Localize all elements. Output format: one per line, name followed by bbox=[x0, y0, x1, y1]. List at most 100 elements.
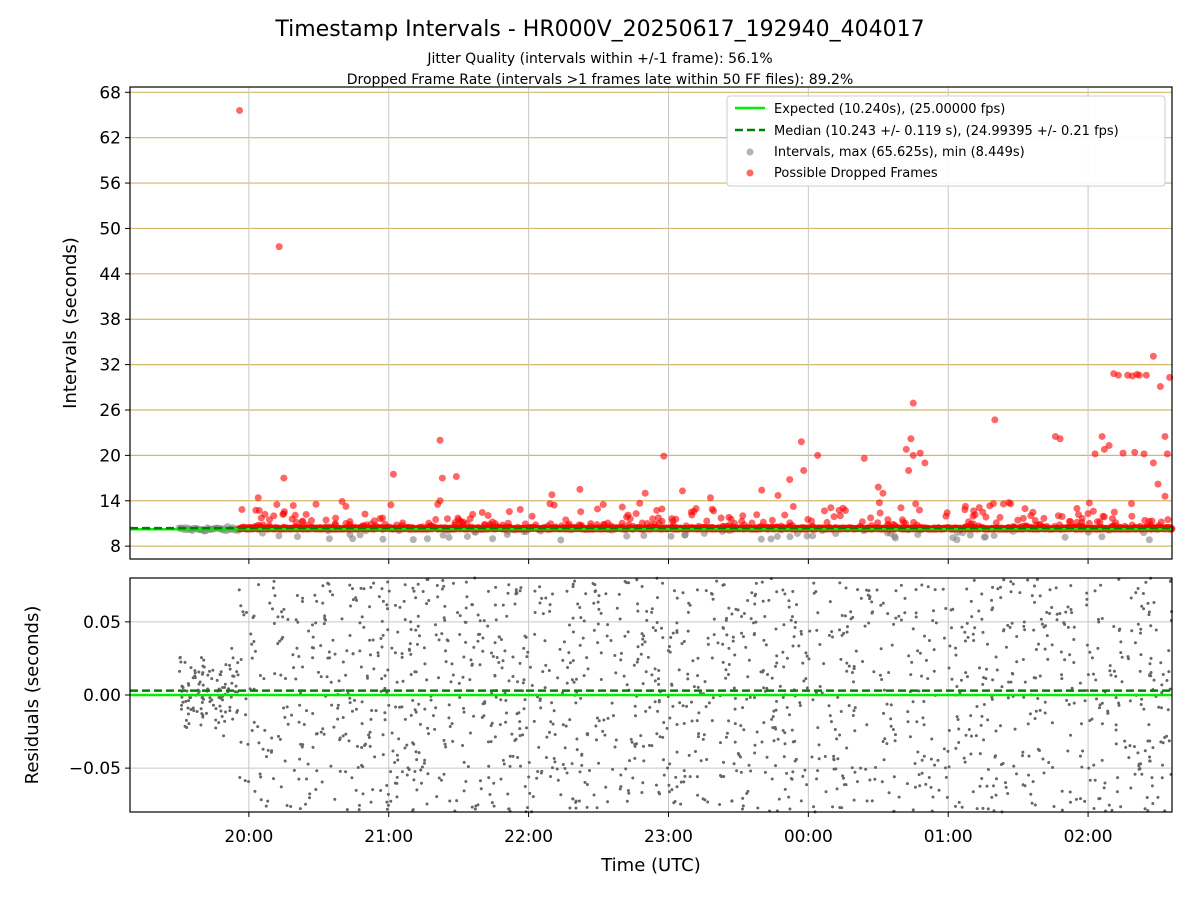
residual-point bbox=[619, 658, 623, 662]
residual-point bbox=[850, 670, 854, 674]
residual-point bbox=[204, 711, 208, 715]
residual-point bbox=[1090, 717, 1094, 721]
residual-point bbox=[447, 703, 451, 707]
residual-point bbox=[451, 673, 455, 677]
residual-point bbox=[423, 758, 427, 762]
residual-point bbox=[417, 702, 421, 706]
residual-point bbox=[278, 737, 282, 741]
residual-point bbox=[731, 639, 735, 643]
residual-point bbox=[859, 596, 863, 600]
dropped-point bbox=[823, 518, 831, 526]
residual-point bbox=[483, 701, 487, 705]
residual-point bbox=[628, 759, 632, 763]
residual-point bbox=[414, 750, 418, 754]
residual-point bbox=[219, 709, 223, 713]
residual-point bbox=[914, 611, 918, 615]
residual-point bbox=[837, 628, 841, 632]
residual-point bbox=[544, 596, 548, 600]
residual-point bbox=[291, 653, 295, 657]
residual-point bbox=[682, 769, 686, 773]
residual-point bbox=[379, 689, 383, 693]
residual-point bbox=[249, 632, 253, 636]
residual-point bbox=[487, 764, 491, 768]
top-y-tick-label: 26 bbox=[99, 401, 121, 421]
residual-point bbox=[381, 599, 385, 603]
residual-point bbox=[1023, 628, 1027, 632]
legend-intervals-label: Intervals, max (65.625s), min (8.449s) bbox=[774, 145, 1025, 160]
residual-point bbox=[425, 577, 429, 581]
residual-point bbox=[544, 755, 548, 759]
dropped-outlier-point bbox=[1100, 445, 1108, 453]
residual-point bbox=[1149, 671, 1153, 675]
residual-point bbox=[996, 587, 1000, 591]
residual-point bbox=[965, 621, 969, 625]
residual-point bbox=[570, 678, 574, 682]
residual-point bbox=[414, 710, 418, 714]
residual-point bbox=[1074, 797, 1078, 801]
residual-point bbox=[870, 611, 874, 615]
residual-point bbox=[972, 578, 976, 582]
residual-point bbox=[1002, 578, 1006, 582]
residual-point bbox=[749, 617, 753, 621]
residual-point bbox=[256, 725, 260, 729]
residual-point bbox=[1050, 643, 1054, 647]
residual-point bbox=[832, 757, 836, 761]
residual-point bbox=[489, 740, 493, 744]
residual-point bbox=[540, 596, 544, 600]
residual-point bbox=[220, 714, 224, 718]
residual-point bbox=[671, 631, 675, 635]
residual-point bbox=[1116, 776, 1120, 780]
residual-point bbox=[311, 711, 315, 715]
residual-point bbox=[276, 615, 280, 619]
residual-point bbox=[383, 718, 387, 722]
residual-point bbox=[1166, 708, 1170, 712]
residual-point bbox=[419, 781, 423, 785]
residual-point bbox=[787, 795, 791, 799]
residual-point bbox=[443, 618, 447, 622]
residual-point bbox=[781, 729, 785, 733]
residual-point bbox=[1034, 648, 1038, 652]
residual-point bbox=[1098, 706, 1102, 710]
residual-point bbox=[1107, 803, 1111, 807]
residual-point bbox=[1054, 586, 1058, 590]
residual-point bbox=[845, 630, 849, 634]
dropped-point bbox=[1085, 499, 1093, 507]
residual-point bbox=[893, 739, 897, 743]
residual-point bbox=[1134, 591, 1138, 595]
dropped-point bbox=[876, 509, 884, 517]
residual-point bbox=[462, 789, 466, 793]
residual-point bbox=[327, 582, 331, 586]
residual-point bbox=[223, 682, 227, 686]
residual-point bbox=[200, 712, 204, 716]
residual-point bbox=[986, 807, 990, 811]
residual-point bbox=[787, 605, 791, 609]
residual-point bbox=[504, 698, 508, 702]
dropped-point bbox=[546, 500, 554, 508]
residual-point bbox=[1066, 625, 1070, 629]
residual-point bbox=[1100, 758, 1104, 762]
residual-point bbox=[1092, 763, 1096, 767]
residual-point bbox=[571, 659, 575, 663]
interval-point bbox=[803, 532, 811, 540]
residual-point bbox=[486, 624, 490, 628]
residual-point bbox=[1043, 647, 1047, 651]
residual-point bbox=[730, 612, 734, 616]
dropped-point bbox=[740, 521, 748, 529]
residual-point bbox=[944, 606, 948, 610]
residual-point bbox=[930, 737, 934, 741]
residual-point bbox=[386, 580, 390, 584]
legend-median-label: Median (10.243 +/- 0.119 s), (24.99395 +… bbox=[774, 124, 1119, 139]
residual-point bbox=[753, 743, 757, 747]
residual-point bbox=[455, 799, 459, 803]
top-plot-frame bbox=[129, 86, 1173, 560]
residual-point bbox=[887, 791, 891, 795]
residual-point bbox=[661, 636, 665, 640]
residual-point bbox=[305, 777, 309, 781]
residual-point bbox=[582, 674, 586, 678]
residual-point bbox=[344, 770, 348, 774]
residual-point bbox=[511, 675, 515, 679]
residual-point bbox=[1137, 764, 1141, 768]
residual-point bbox=[416, 614, 420, 618]
residual-point bbox=[905, 782, 909, 786]
residual-point bbox=[465, 595, 469, 599]
